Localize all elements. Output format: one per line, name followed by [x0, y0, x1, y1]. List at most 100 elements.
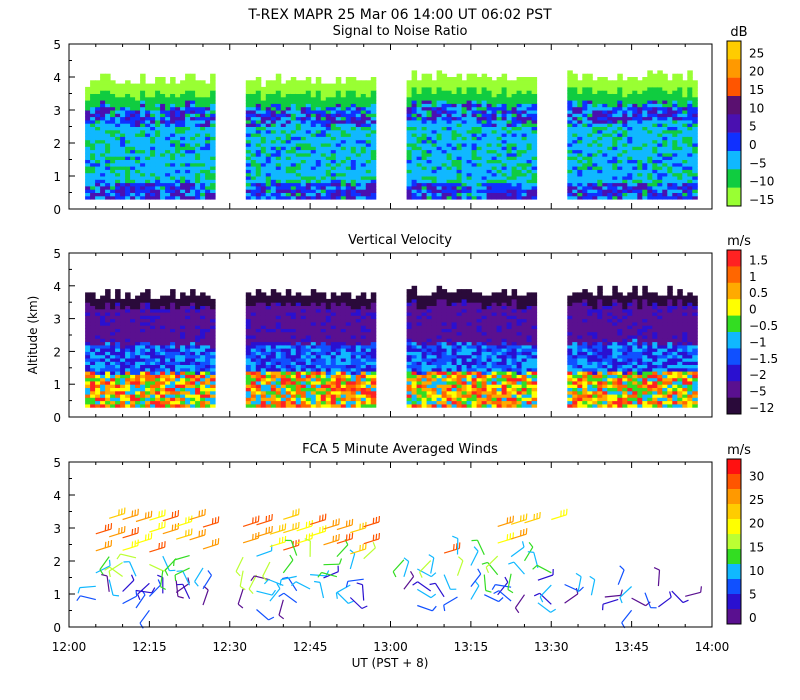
- heat-cell: [305, 195, 312, 200]
- heat-cell: [160, 176, 166, 180]
- heat-cell: [205, 136, 211, 141]
- heat-cell: [150, 315, 156, 320]
- heat-cell: [577, 90, 583, 94]
- heat-cell: [115, 83, 121, 88]
- heat-cell: [587, 176, 593, 180]
- heat-cell: [617, 96, 623, 101]
- heat-cell: [250, 93, 257, 98]
- heat-cell: [300, 86, 307, 91]
- heat-cell: [491, 189, 498, 193]
- heat-cell: [85, 139, 91, 144]
- heat-cell: [411, 77, 418, 81]
- heat-cell: [125, 159, 131, 164]
- heat-cell: [526, 185, 533, 190]
- heat-cell: [365, 136, 372, 141]
- heat-cell: [597, 129, 603, 134]
- heat-cell: [130, 103, 136, 108]
- heat-cell: [200, 100, 206, 104]
- heat-cell: [180, 123, 186, 127]
- heat-cell: [446, 103, 453, 108]
- heat-cell: [120, 354, 126, 359]
- heat-cell: [657, 166, 663, 170]
- heat-cell: [516, 129, 523, 134]
- heat-cell: [100, 80, 106, 85]
- heat-cell: [295, 176, 302, 180]
- heat-cell: [195, 358, 201, 362]
- heat-cell: [290, 149, 297, 154]
- heat-cell: [662, 156, 668, 160]
- heat-cell: [120, 189, 126, 193]
- heat-cell: [290, 176, 297, 180]
- heat-cell: [501, 146, 508, 151]
- heat-cell: [461, 146, 468, 151]
- heat-cell: [135, 338, 141, 343]
- heat-cell: [441, 185, 448, 190]
- heat-cell: [185, 341, 191, 346]
- heat-cell: [150, 146, 156, 151]
- heat-cell: [190, 80, 196, 85]
- heat-cell: [652, 139, 658, 144]
- heat-cell: [431, 123, 438, 127]
- heat-cell: [150, 338, 156, 343]
- heat-cell: [150, 90, 156, 94]
- heat-cell: [456, 162, 463, 167]
- heat-cell: [100, 312, 106, 316]
- heat-cell: [406, 126, 413, 131]
- heat-cell: [155, 86, 161, 91]
- heat-cell: [270, 182, 277, 187]
- heat-cell: [582, 195, 588, 200]
- heat-cell: [205, 100, 211, 104]
- heat-cell: [526, 133, 533, 137]
- heat-cell: [662, 100, 668, 104]
- heat-cell: [105, 387, 111, 392]
- heat-cell: [120, 136, 126, 141]
- heat-cell: [195, 302, 201, 306]
- heat-cell: [486, 146, 493, 151]
- heat-cell: [597, 106, 603, 111]
- heat-cell: [100, 116, 106, 121]
- heat-cell: [210, 377, 216, 382]
- heat-cell: [120, 162, 126, 167]
- heat-cell: [145, 146, 151, 151]
- heat-cell: [592, 113, 598, 118]
- heat-cell: [155, 394, 161, 398]
- heat-cell: [511, 195, 518, 200]
- heat-cell: [260, 123, 267, 127]
- heat-cell: [125, 149, 131, 154]
- heat-cell: [245, 328, 252, 333]
- heat-cell: [496, 103, 503, 108]
- heat-cell: [135, 146, 141, 151]
- heat-cell: [140, 86, 146, 91]
- heat-cell: [677, 149, 683, 154]
- heat-cell: [160, 146, 166, 151]
- heat-cell: [360, 133, 367, 137]
- heat-cell: [305, 143, 312, 147]
- heat-cell: [85, 93, 91, 98]
- heat-cell: [421, 90, 428, 94]
- heat-cell: [85, 361, 91, 365]
- heat-cell: [682, 146, 688, 151]
- heat-cell: [255, 133, 262, 137]
- heat-cell: [506, 90, 513, 94]
- heat-cell: [360, 169, 367, 174]
- heat-cell: [451, 133, 458, 137]
- heat-cell: [115, 182, 121, 187]
- heat-cell: [105, 152, 111, 157]
- heat-cell: [466, 192, 473, 197]
- heat-cell: [406, 195, 413, 200]
- heat-cell: [125, 335, 131, 339]
- heat-cell: [582, 103, 588, 108]
- heat-cell: [486, 136, 493, 141]
- heat-cell: [260, 397, 267, 402]
- heat-cell: [667, 136, 673, 141]
- heat-cell: [481, 123, 488, 127]
- heat-cell: [90, 129, 96, 134]
- heat-cell: [662, 185, 668, 190]
- heat-cell: [602, 192, 608, 197]
- heat-cell: [687, 136, 693, 141]
- heat-cell: [647, 103, 653, 108]
- heat-cell: [682, 86, 688, 91]
- heat-cell: [572, 159, 578, 164]
- heat-cell: [416, 143, 423, 147]
- heat-cell: [587, 185, 593, 190]
